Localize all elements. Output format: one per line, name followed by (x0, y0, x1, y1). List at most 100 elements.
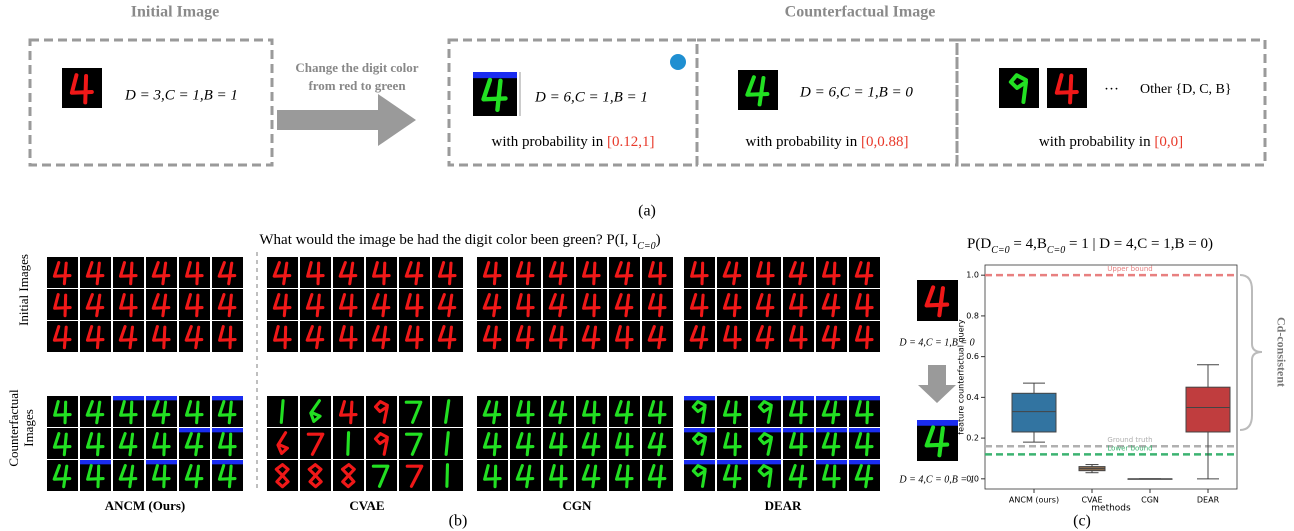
digit-stroke (561, 327, 562, 347)
digit-stroke (229, 295, 231, 315)
digit-image (333, 289, 364, 320)
digit-image (510, 257, 541, 288)
intervention-bar (849, 396, 880, 400)
digit-image (366, 460, 397, 491)
digit-image (473, 72, 517, 116)
digit-stroke (351, 327, 352, 347)
digit-image (300, 428, 331, 459)
digit-image (576, 257, 607, 288)
digit-stroke (317, 295, 319, 315)
digit-stroke (627, 434, 628, 454)
digit-image (267, 289, 298, 320)
equation: Other {D, C, B} (1140, 82, 1232, 97)
digit-stroke (867, 402, 868, 422)
digit-image (399, 321, 430, 352)
digit-image (179, 396, 210, 427)
digit-image (543, 257, 574, 288)
row-label: Images (21, 409, 36, 447)
digit-image (642, 460, 673, 491)
digit-stroke (64, 263, 66, 283)
digit-image (62, 68, 102, 108)
digit-stroke (495, 466, 496, 486)
intervention-bar (750, 460, 781, 464)
box (1012, 393, 1056, 432)
digit-image (80, 257, 111, 288)
digit-stroke (64, 434, 66, 454)
digit-stroke (446, 433, 448, 455)
reference-label: Lower bound (1107, 444, 1152, 452)
digit-image (212, 396, 243, 427)
digit-image (47, 321, 78, 352)
digit-stroke (97, 263, 99, 283)
digit-image (609, 428, 640, 459)
digit-image (300, 257, 331, 288)
digit-stroke (734, 295, 736, 315)
y-tick-label: 0.4 (966, 393, 979, 402)
intervention-bar (212, 396, 243, 400)
reference-label: Ground truth (1107, 436, 1152, 444)
digit-image (576, 396, 607, 427)
prob-range: [0,0] (1154, 134, 1183, 150)
intervention-bar (849, 428, 880, 432)
digit-image (267, 321, 298, 352)
y-tick-label: 0.0 (966, 474, 979, 483)
digit-stroke (527, 263, 529, 283)
digit-stroke (660, 263, 661, 283)
counterfactual-title: Counterfactual Image (785, 4, 936, 21)
digit-image (366, 257, 397, 288)
digit-image (80, 321, 111, 352)
digit-stroke (497, 81, 500, 110)
digit-image (333, 321, 364, 352)
method-label: CVAE (349, 498, 384, 513)
digit-image (849, 257, 880, 288)
digit-image (849, 396, 880, 427)
digit-image (642, 289, 673, 320)
digit-image (113, 257, 144, 288)
digit-image (717, 289, 748, 320)
intervention-bar (816, 460, 847, 464)
digit-stroke (1070, 76, 1071, 102)
digit-stroke (131, 402, 132, 422)
digit-stroke (229, 466, 231, 486)
title-part: What would the image be had the digit co… (259, 232, 637, 248)
digit-image (717, 428, 748, 459)
digit-stroke (197, 295, 198, 315)
digit-stroke (450, 263, 451, 283)
digit-image (609, 460, 640, 491)
intervention-bar (750, 396, 781, 400)
digit-stroke (64, 327, 66, 347)
digit-image (47, 396, 78, 427)
intervention-bar (684, 396, 715, 400)
digit-image (113, 289, 144, 320)
digit-image (80, 460, 111, 491)
x-tick-label: CVAE (1081, 496, 1102, 505)
title-part: = 4,B (1010, 236, 1047, 252)
digit-stroke (735, 327, 736, 347)
digit-stroke (447, 465, 448, 487)
digit-image (510, 428, 541, 459)
digit-image (477, 460, 508, 491)
digit-image (1047, 68, 1087, 108)
prob-text: with probability in (492, 134, 604, 150)
digit-image (146, 460, 177, 491)
y-tick-label: 1.0 (966, 271, 979, 280)
row-label: Counterfactual (6, 389, 21, 467)
intervention-bar (717, 460, 748, 464)
panel-c-title: P(DC=0 = 4,BC=0 = 1 | D = 4,C = 1,B = 0) (967, 236, 1213, 255)
y-tick-label: 0.8 (966, 311, 979, 320)
intervention-bar (179, 428, 210, 432)
y-axis-label: feature counterfactual query (957, 319, 966, 435)
y-tick-label: 0.2 (966, 434, 979, 443)
digit-image (47, 289, 78, 320)
digit-image (510, 321, 541, 352)
digit-stroke (65, 295, 66, 315)
digit-stroke (660, 402, 662, 422)
digit-image (849, 289, 880, 320)
row-label: Initial Images (16, 254, 31, 326)
digit-image (300, 396, 331, 427)
method-label: ANCM (Ours) (105, 498, 186, 513)
digit-image (642, 396, 673, 427)
digit-stroke (735, 434, 736, 454)
x-tick-label: DEAR (1197, 496, 1220, 505)
digit-stroke (164, 466, 165, 486)
